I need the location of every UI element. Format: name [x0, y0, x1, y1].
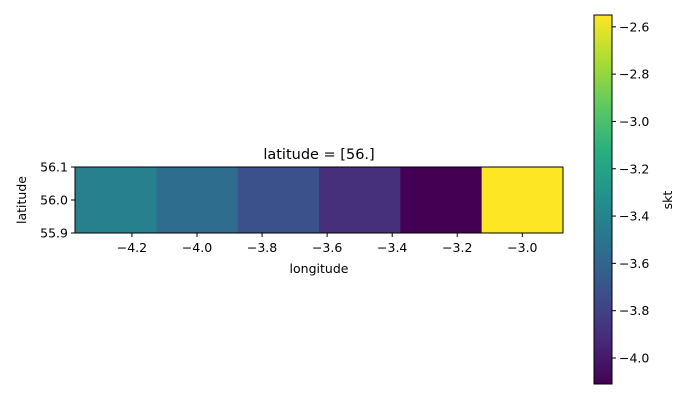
heatmap-cells	[75, 167, 564, 233]
colorbar	[593, 14, 613, 385]
colorbar-tick-label: −3.2	[619, 161, 649, 176]
y-tick-label: 56.0	[40, 193, 68, 208]
colorbar-ticks: −2.6 −2.8 −3.0 −3.2 −3.4 −3.6 −3.8 −4.0	[612, 19, 649, 365]
colorbar-tick-label: −2.8	[619, 67, 649, 82]
heatmap-cell-2	[237, 167, 320, 233]
x-tick-label: −3.0	[507, 240, 537, 255]
x-tick-label: −3.6	[312, 240, 342, 255]
y-axis: 56.1 56.0 55.9	[40, 160, 75, 241]
x-tick-label: −3.4	[377, 240, 407, 255]
x-tick-label: −4.0	[182, 240, 212, 255]
colorbar-tick-label: −3.6	[619, 256, 649, 271]
y-tick-label: 55.9	[40, 226, 68, 241]
x-tick-label: −3.2	[442, 240, 472, 255]
colorbar-tick-label: −3.8	[619, 303, 649, 318]
x-tick-label: −4.2	[117, 240, 147, 255]
colorbar-tick-label: −3.0	[619, 114, 649, 129]
heatmap-cell-1	[156, 167, 239, 233]
colorbar-label: skt	[660, 191, 675, 210]
y-tick-label: 56.1	[40, 160, 68, 175]
heatmap-cell-5	[481, 167, 564, 233]
heatmap-cell-4	[400, 167, 483, 233]
colorbar-tick-label: −4.0	[619, 350, 649, 365]
colorbar-tick-label: −3.4	[619, 209, 649, 224]
y-axis-label: latitude	[14, 176, 29, 224]
heatmap-cell-0	[75, 167, 157, 233]
colorbar-tick-label: −2.6	[619, 19, 649, 34]
x-axis: −4.2 −4.0 −3.8 −3.6 −3.4 −3.2 −3.0	[117, 233, 538, 255]
x-tick-label: −3.8	[247, 240, 277, 255]
x-axis-label: longitude	[290, 261, 349, 276]
heatmap-cell-3	[319, 167, 401, 233]
chart-title: latitude = [56.]	[263, 147, 374, 163]
